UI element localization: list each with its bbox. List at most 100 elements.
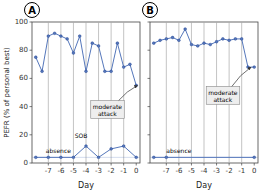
series-point xyxy=(59,35,62,38)
series-point xyxy=(97,45,100,48)
horizontal-line xyxy=(32,157,140,158)
series-point xyxy=(253,66,256,69)
y-tick xyxy=(148,163,151,164)
vertical-line xyxy=(204,22,205,163)
panel-label: A xyxy=(28,5,36,16)
series-point xyxy=(47,35,50,38)
y-tick-label: 60 xyxy=(19,74,28,82)
x-tick-label: 0 xyxy=(134,167,138,175)
series-line xyxy=(36,146,136,157)
x-tick-label: -2 xyxy=(226,167,233,175)
y-tick xyxy=(30,106,33,107)
series-point xyxy=(91,42,94,45)
x-tick xyxy=(166,163,167,166)
figure: -7-6-5-4-3-2-10020406080100DayPEFR (% of… xyxy=(0,0,264,191)
annotation-box xyxy=(206,86,240,104)
series-point xyxy=(152,156,155,159)
series-point xyxy=(240,38,243,41)
annotation-text: absence xyxy=(166,147,191,154)
y-tick xyxy=(148,134,151,135)
series-point xyxy=(253,156,256,159)
y-axis-label: PEFR (% of personal best) xyxy=(3,47,11,138)
x-tick-label: -3 xyxy=(95,167,102,175)
x-tick xyxy=(216,163,217,166)
x-tick xyxy=(241,163,242,166)
vertical-line xyxy=(73,22,74,163)
panel-label: B xyxy=(146,5,154,16)
series-point xyxy=(85,145,88,148)
vertical-line xyxy=(123,22,124,163)
x-tick-label: -1 xyxy=(120,167,127,175)
annotation-arrow xyxy=(119,85,138,100)
y-tick-label: 80 xyxy=(19,46,28,54)
y-tick-label: 100 xyxy=(15,18,28,26)
y-tick xyxy=(30,22,33,23)
series-point xyxy=(228,39,231,42)
vertical-line xyxy=(48,22,49,163)
series-point xyxy=(190,43,193,46)
x-tick-label: 0 xyxy=(252,167,256,175)
series-line xyxy=(154,157,254,158)
series-point xyxy=(209,43,212,46)
x-tick xyxy=(60,163,61,166)
series-point xyxy=(129,63,132,66)
series-point xyxy=(159,39,162,42)
x-axis-label: Day xyxy=(196,181,212,190)
panel: -7 -6 -5 -4 -3 -2 -1 0 Day Babsence moderateattack xyxy=(143,3,259,191)
y-tick xyxy=(30,50,33,51)
y-tick xyxy=(148,106,151,107)
x-tick xyxy=(48,163,49,166)
y-tick-label: 40 xyxy=(19,103,28,111)
vertical-line xyxy=(241,22,242,163)
x-tick xyxy=(136,163,137,166)
x-tick-label: -2 xyxy=(108,167,115,175)
annotation-box xyxy=(91,100,125,118)
annotation-text: SOB xyxy=(75,132,88,139)
annotation-line: attack xyxy=(213,95,232,102)
y-tick xyxy=(148,78,151,79)
series-point xyxy=(203,42,206,45)
series-point xyxy=(78,35,81,38)
series-point xyxy=(103,70,106,73)
series-point xyxy=(234,38,237,41)
y-tick xyxy=(30,134,33,135)
series-point xyxy=(184,28,187,31)
series-point xyxy=(122,145,125,148)
plot-frame xyxy=(32,22,140,163)
x-tick-label: -6 xyxy=(175,167,183,175)
series-point xyxy=(85,70,88,73)
series-point xyxy=(110,148,113,151)
y-tick xyxy=(30,78,33,79)
series-point xyxy=(215,40,218,43)
series-point xyxy=(177,39,180,42)
x-tick xyxy=(191,163,192,166)
y-tick xyxy=(30,163,33,164)
series-point xyxy=(122,66,125,69)
annotation-line: attack xyxy=(98,109,117,116)
annotation-arrow xyxy=(232,67,251,86)
x-tick-label: -4 xyxy=(201,167,209,175)
annotation-text: moderateattack xyxy=(208,88,238,102)
vertical-line xyxy=(86,22,87,163)
x-axis-label: Day xyxy=(78,181,94,190)
series-point xyxy=(165,156,168,159)
x-tick-label: -5 xyxy=(188,167,195,175)
x-tick-label: -1 xyxy=(238,167,245,175)
series-point xyxy=(34,156,37,159)
series-point xyxy=(152,42,155,45)
series-point xyxy=(196,45,199,48)
vertical-line xyxy=(60,22,61,163)
series-point xyxy=(41,70,44,73)
series-point xyxy=(47,156,50,159)
vertical-line xyxy=(166,22,167,163)
series-point xyxy=(72,52,75,55)
x-tick-label: -7 xyxy=(45,167,52,175)
horizontal-line xyxy=(150,157,258,158)
marks xyxy=(32,22,140,163)
series-line xyxy=(36,33,136,85)
vertical-line xyxy=(111,22,112,163)
x-tick-label: -3 xyxy=(213,167,220,175)
x-tick-label: -7 xyxy=(163,167,170,175)
x-tick-label: -4 xyxy=(83,167,91,175)
x-tick xyxy=(204,163,205,166)
